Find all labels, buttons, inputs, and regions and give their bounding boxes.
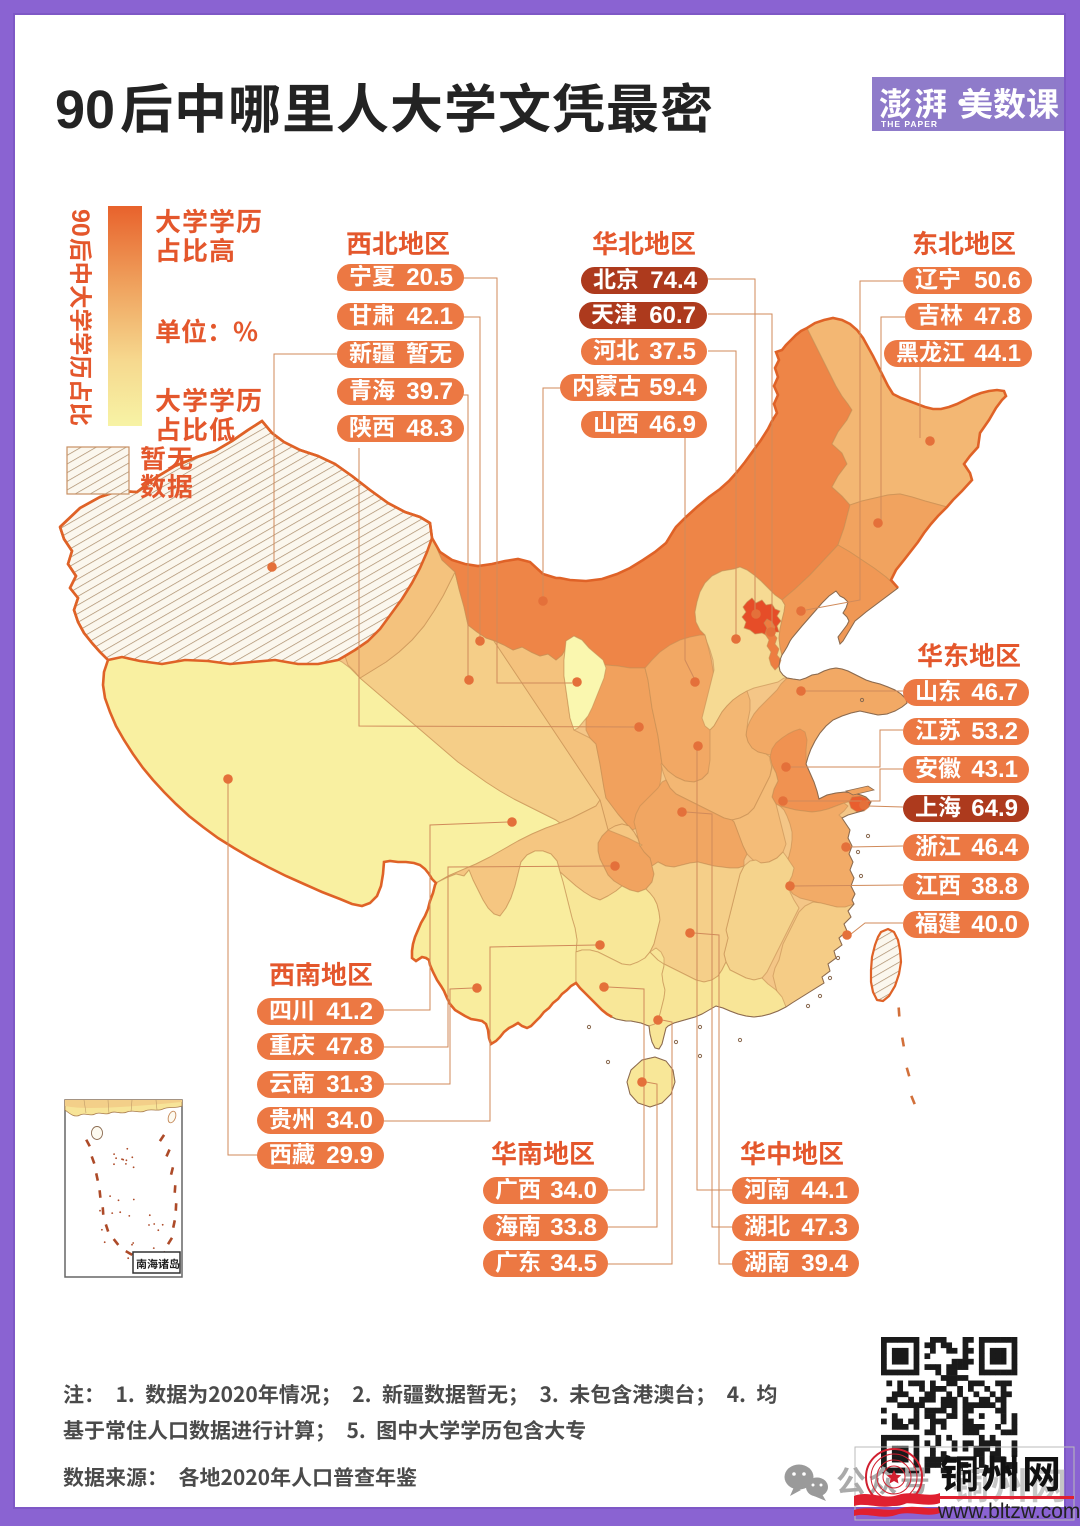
svg-text:59.4: 59.4	[649, 374, 696, 401]
svg-text:47.3: 47.3	[801, 1214, 848, 1241]
svg-text:42.1: 42.1	[406, 303, 453, 330]
svg-text:THE PAPER: THE PAPER	[881, 119, 938, 129]
svg-text:39.4: 39.4	[801, 1250, 848, 1277]
svg-text:38.8: 38.8	[971, 873, 1018, 900]
svg-text:20.5: 20.5	[406, 264, 453, 291]
svg-text:60.7: 60.7	[649, 302, 696, 329]
svg-text:34.0: 34.0	[550, 1177, 597, 1204]
svg-text:41.2: 41.2	[326, 998, 373, 1025]
svg-text:53.2: 53.2	[971, 718, 1018, 745]
svg-text:33.8: 33.8	[550, 1214, 597, 1241]
svg-text:40.0: 40.0	[971, 911, 1018, 938]
svg-text:www.bltzw.com: www.bltzw.com	[937, 1500, 1080, 1523]
svg-text:34.0: 34.0	[326, 1107, 373, 1134]
svg-text:29.9: 29.9	[326, 1142, 373, 1169]
svg-text:64.9: 64.9	[971, 795, 1018, 822]
svg-text:47.8: 47.8	[326, 1033, 373, 1060]
svg-text:90: 90	[66, 209, 94, 237]
svg-text:48.3: 48.3	[406, 415, 453, 442]
svg-text:90: 90	[55, 80, 115, 140]
svg-text:39.7: 39.7	[406, 378, 453, 405]
svg-text:46.7: 46.7	[971, 679, 1018, 706]
svg-text:43.1: 43.1	[971, 756, 1018, 783]
svg-text:46.4: 46.4	[971, 834, 1018, 861]
svg-text:34.5: 34.5	[550, 1250, 597, 1277]
svg-text:47.8: 47.8	[974, 303, 1021, 330]
svg-text:44.1: 44.1	[801, 1177, 848, 1204]
svg-text:44.1: 44.1	[974, 340, 1021, 367]
svg-text:31.3: 31.3	[326, 1071, 373, 1098]
svg-text:74.4: 74.4	[650, 267, 697, 294]
svg-text:50.6: 50.6	[974, 267, 1021, 294]
svg-text:37.5: 37.5	[649, 338, 696, 365]
svg-text:46.9: 46.9	[649, 411, 696, 438]
